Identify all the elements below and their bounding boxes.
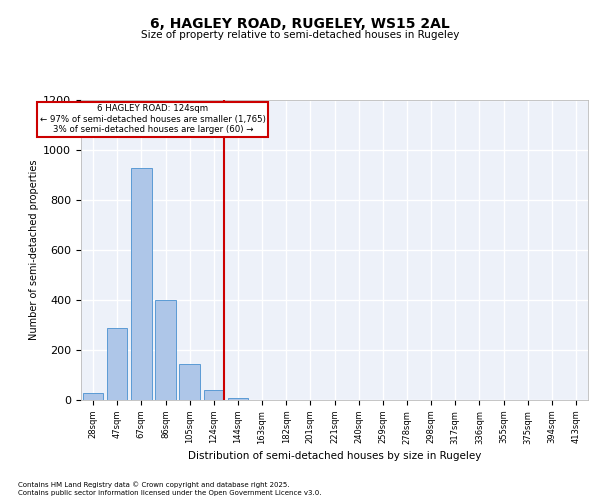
Bar (203, 390, 224, 400)
X-axis label: Distribution of semi-detached houses by size in Rugeley: Distribution of semi-detached houses by … (188, 450, 481, 460)
Bar (107, 328, 127, 400)
Text: Contains HM Land Registry data © Crown copyright and database right 2025.: Contains HM Land Registry data © Crown c… (18, 481, 290, 488)
Text: Size of property relative to semi-detached houses in Rugeley: Size of property relative to semi-detach… (141, 30, 459, 40)
Bar (83, 392, 103, 400)
Y-axis label: Number of semi-detached properties: Number of semi-detached properties (29, 160, 39, 340)
Text: 6 HAGLEY ROAD: 124sqm
← 97% of semi-detached houses are smaller (1,765)
3% of se: 6 HAGLEY ROAD: 124sqm ← 97% of semi-deta… (40, 104, 266, 134)
Bar (131, 168, 152, 400)
Text: 6, HAGLEY ROAD, RUGELEY, WS15 2AL: 6, HAGLEY ROAD, RUGELEY, WS15 2AL (150, 18, 450, 32)
Bar (179, 364, 200, 400)
Bar (155, 300, 176, 400)
Text: Contains public sector information licensed under the Open Government Licence v3: Contains public sector information licen… (18, 490, 322, 496)
Bar (227, 398, 248, 400)
